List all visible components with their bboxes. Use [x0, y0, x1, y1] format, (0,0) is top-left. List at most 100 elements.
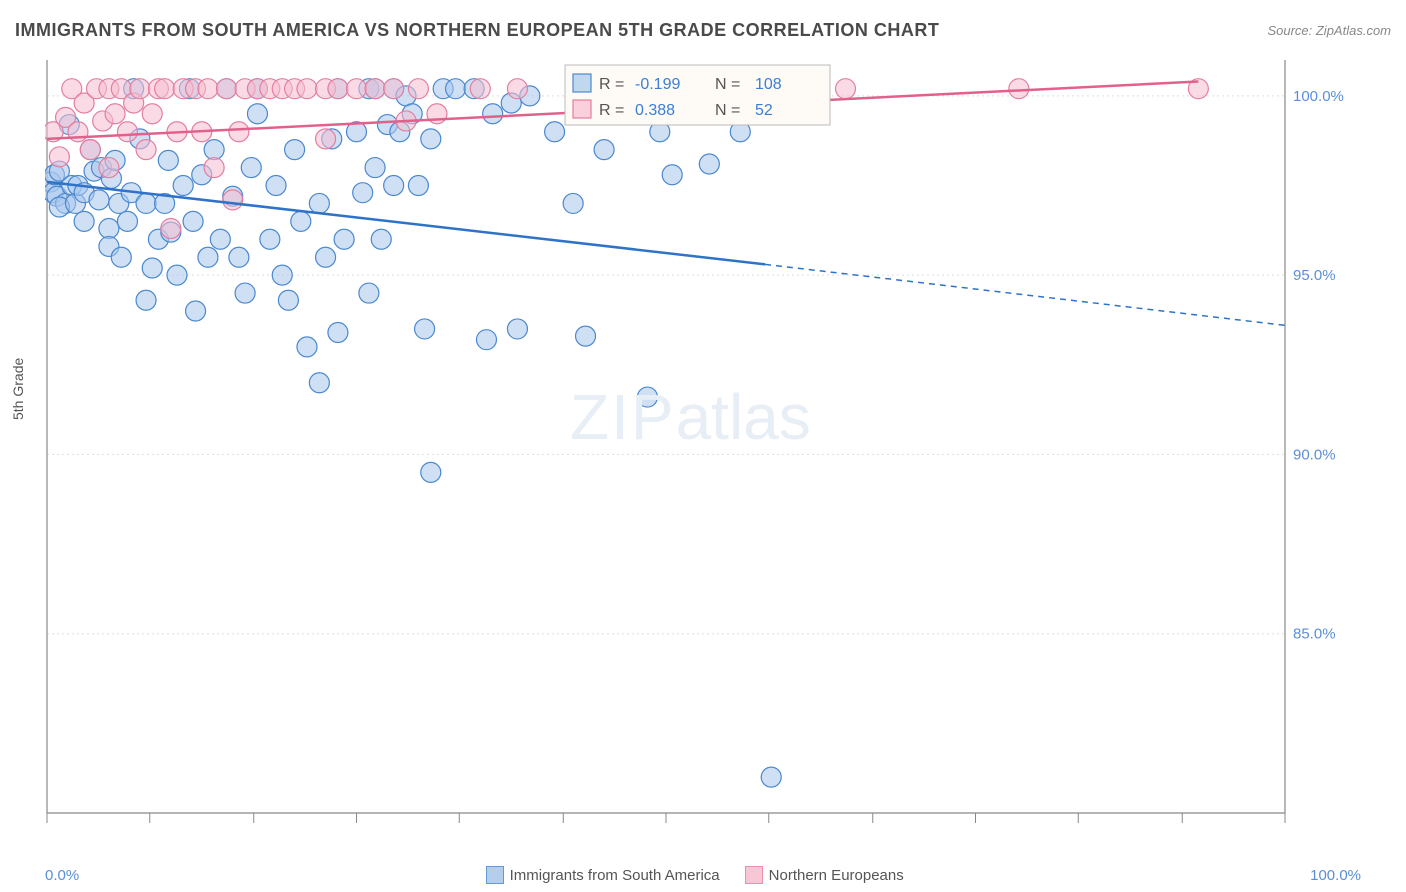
- legend-swatch: [573, 74, 591, 92]
- y-tick-label: 85.0%: [1293, 626, 1336, 643]
- data-point: [365, 158, 385, 178]
- data-point: [198, 247, 218, 267]
- data-point: [223, 190, 243, 210]
- data-point: [235, 283, 255, 303]
- data-point: [359, 283, 379, 303]
- chart-title: IMMIGRANTS FROM SOUTH AMERICA VS NORTHER…: [15, 20, 939, 41]
- data-point: [297, 337, 317, 357]
- data-point: [130, 79, 150, 99]
- data-point: [446, 79, 466, 99]
- data-point: [365, 79, 385, 99]
- data-point: [662, 165, 682, 185]
- y-tick-label: 90.0%: [1293, 446, 1336, 463]
- data-point: [285, 140, 305, 160]
- data-point: [353, 183, 373, 203]
- data-point: [99, 158, 119, 178]
- data-point: [278, 290, 298, 310]
- data-point: [260, 229, 280, 249]
- series-series-a: [45, 79, 781, 787]
- data-point: [408, 79, 428, 99]
- data-point: [117, 122, 137, 142]
- data-point: [272, 265, 292, 285]
- data-point: [470, 79, 490, 99]
- data-point: [158, 150, 178, 170]
- data-point: [507, 319, 527, 339]
- data-point: [594, 140, 614, 160]
- data-point: [142, 104, 162, 124]
- data-point: [576, 326, 596, 346]
- y-axis-label: 5th Grade: [10, 358, 26, 420]
- data-point: [186, 301, 206, 321]
- data-point: [49, 147, 69, 167]
- data-point: [204, 158, 224, 178]
- data-point: [136, 193, 156, 213]
- legend-n-value: 52: [755, 102, 773, 119]
- legend-n-label: N =: [715, 76, 740, 93]
- data-point: [161, 219, 181, 239]
- data-point: [167, 265, 187, 285]
- data-point: [699, 154, 719, 174]
- trend-line: [47, 182, 765, 264]
- legend-n-value: 108: [755, 76, 782, 93]
- data-point: [117, 211, 137, 231]
- data-point: [316, 129, 336, 149]
- source-label: Source: ZipAtlas.com: [1267, 23, 1391, 38]
- data-point: [563, 193, 583, 213]
- data-point: [111, 247, 131, 267]
- data-point: [105, 104, 125, 124]
- data-point: [229, 247, 249, 267]
- data-point: [328, 323, 348, 343]
- data-point: [545, 122, 565, 142]
- legend-r-value: -0.199: [635, 76, 680, 93]
- data-point: [241, 158, 261, 178]
- data-point: [204, 140, 224, 160]
- data-point: [210, 229, 230, 249]
- data-point: [291, 211, 311, 231]
- legend-bottom: Immigrants from South America Northern Eu…: [486, 866, 904, 884]
- data-point: [309, 373, 329, 393]
- data-point: [421, 129, 441, 149]
- data-point: [328, 79, 348, 99]
- x-axis-max-label: 100.0%: [1310, 867, 1361, 884]
- trend-line-dashed: [765, 264, 1285, 325]
- data-point: [415, 319, 435, 339]
- data-point: [217, 79, 237, 99]
- data-point: [173, 176, 193, 196]
- legend-item: Immigrants from South America: [486, 866, 720, 884]
- data-point: [1009, 79, 1029, 99]
- scatter-chart: 100.0%95.0%90.0%85.0%R =-0.199N =108R =0…: [45, 55, 1345, 835]
- x-axis-min-label: 0.0%: [45, 867, 79, 884]
- data-point: [309, 193, 329, 213]
- data-point: [637, 387, 657, 407]
- data-point: [80, 140, 100, 160]
- data-point: [247, 104, 267, 124]
- data-point: [476, 330, 496, 350]
- y-tick-label: 100.0%: [1293, 88, 1344, 105]
- data-point: [136, 290, 156, 310]
- legend-r-value: 0.388: [635, 102, 675, 119]
- legend-n-label: N =: [715, 102, 740, 119]
- data-point: [183, 211, 203, 231]
- data-point: [483, 104, 503, 124]
- y-tick-label: 95.0%: [1293, 267, 1336, 284]
- data-point: [347, 79, 367, 99]
- data-point: [142, 258, 162, 278]
- data-point: [155, 79, 175, 99]
- data-point: [229, 122, 249, 142]
- legend-swatch: [486, 866, 504, 884]
- data-point: [136, 140, 156, 160]
- data-point: [334, 229, 354, 249]
- legend-swatch: [573, 100, 591, 118]
- data-point: [89, 190, 109, 210]
- data-point: [316, 247, 336, 267]
- data-point: [99, 219, 119, 239]
- legend-item: Northern Europeans: [745, 866, 904, 884]
- data-point: [408, 176, 428, 196]
- legend-label: Northern Europeans: [769, 867, 904, 884]
- data-point: [836, 79, 856, 99]
- legend-label: Immigrants from South America: [510, 867, 720, 884]
- data-point: [421, 462, 441, 482]
- data-point: [266, 176, 286, 196]
- legend-swatch: [745, 866, 763, 884]
- data-point: [507, 79, 527, 99]
